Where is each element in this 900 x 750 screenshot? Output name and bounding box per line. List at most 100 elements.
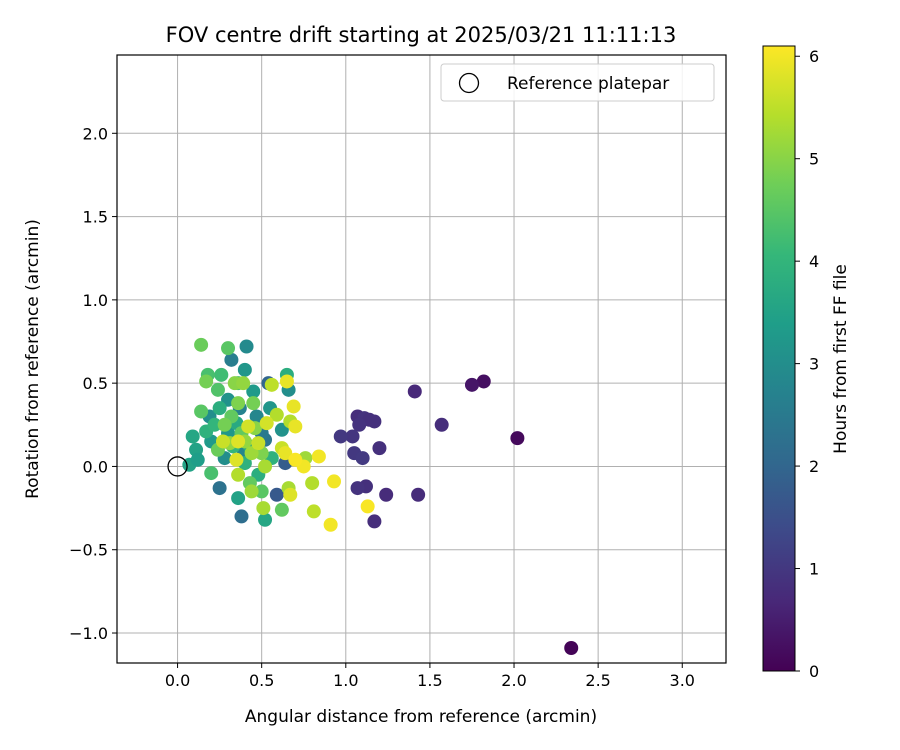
data-point	[241, 419, 256, 434]
data-point	[221, 341, 236, 356]
x-tick-label: 2.0	[501, 671, 526, 690]
data-point	[434, 417, 449, 432]
colorbar-tick-label: 6	[809, 47, 819, 66]
data-point	[464, 377, 479, 392]
y-tick-label: 1.0	[83, 291, 108, 310]
legend-reference-label: Reference platepar	[507, 74, 669, 94]
colorbar-gradient	[762, 45, 796, 672]
data-point	[244, 484, 259, 499]
legend-reference-marker	[458, 72, 480, 94]
y-axis-label: Rotation from reference (arcmin)	[23, 219, 43, 499]
data-point	[204, 466, 219, 481]
data-point	[305, 476, 320, 491]
data-point	[239, 339, 254, 354]
data-point	[286, 399, 301, 414]
data-point	[249, 409, 264, 424]
data-point	[476, 374, 491, 389]
data-point	[367, 414, 382, 429]
x-tick-label: 1.5	[417, 671, 442, 690]
data-point	[288, 452, 303, 467]
data-point	[212, 401, 227, 416]
data-point	[355, 451, 370, 466]
chart-title: FOV centre drift starting at 2025/03/21 …	[166, 23, 677, 47]
colorbar-ticks: 0 1 2 3 4 5 6	[795, 47, 819, 681]
data-point	[231, 434, 246, 449]
data-point	[283, 487, 298, 502]
data-point	[288, 419, 303, 434]
data-point	[323, 517, 338, 532]
data-point	[237, 362, 252, 377]
data-point	[379, 487, 394, 502]
data-point	[212, 481, 227, 496]
reference-platepar-marker	[167, 456, 188, 477]
x-tick-label: 1.0	[333, 671, 358, 690]
data-point	[210, 382, 225, 397]
y-tick-label: −1.0	[69, 624, 108, 643]
colorbar-tick-label: 0	[809, 662, 819, 681]
y-tick-label: 1.5	[83, 208, 108, 227]
data-point	[264, 377, 279, 392]
data-point	[259, 416, 274, 431]
data-point	[185, 429, 200, 444]
data-point	[229, 452, 244, 467]
data-point	[269, 407, 284, 422]
x-tick-label: 3.0	[670, 671, 695, 690]
data-point	[274, 502, 289, 517]
legend-box	[440, 63, 715, 102]
data-point	[254, 484, 269, 499]
colorbar: 0 1 2 3 4 5 6 Hours from first FF file	[762, 45, 851, 681]
colorbar-tick-label: 3	[809, 355, 819, 374]
data-point	[327, 474, 342, 489]
y-tick-label: 0.5	[83, 374, 108, 393]
data-point	[207, 417, 222, 432]
data-point	[279, 374, 294, 389]
axis-ticks: 0.0 0.5 1.0 1.5 2.0 2.5 3.0 −1.0 −0.5 0.0 0.5 1.0 1.…	[69, 124, 695, 690]
data-point	[256, 501, 271, 516]
data-point	[251, 436, 266, 451]
data-point	[306, 504, 321, 519]
data-point	[372, 441, 387, 456]
data-point	[564, 641, 579, 656]
x-tick-label: 0.0	[165, 671, 190, 690]
y-tick-label: 2.0	[83, 124, 108, 143]
data-point	[367, 514, 382, 529]
data-point	[360, 499, 375, 514]
data-point	[224, 352, 239, 367]
data-points	[167, 337, 579, 656]
data-point	[258, 459, 273, 474]
data-point	[214, 367, 229, 382]
colorbar-tick-label: 2	[809, 457, 819, 476]
data-point	[258, 512, 273, 527]
data-point	[215, 434, 230, 449]
grid-lines	[117, 55, 726, 663]
data-point	[217, 417, 232, 432]
data-point	[194, 337, 209, 352]
data-point	[269, 487, 284, 502]
data-point	[231, 396, 246, 411]
colorbar-tick-label: 5	[809, 150, 819, 169]
data-point	[345, 429, 360, 444]
data-point	[236, 376, 251, 391]
x-tick-label: 2.5	[585, 671, 610, 690]
data-point	[350, 481, 365, 496]
data-point	[199, 374, 214, 389]
x-axis-label: Angular distance from reference (arcmin)	[245, 707, 597, 727]
plot-area-frame	[116, 54, 727, 664]
x-tick-label: 0.5	[249, 671, 274, 690]
data-point	[231, 467, 246, 482]
legend: Reference platepar	[440, 63, 715, 102]
colorbar-label: Hours from first FF file	[831, 264, 851, 454]
data-point	[231, 491, 246, 506]
data-point	[510, 431, 525, 446]
data-point	[352, 417, 367, 432]
y-tick-label: 0.0	[83, 457, 108, 476]
data-point	[246, 384, 261, 399]
data-point	[194, 404, 209, 419]
data-point	[190, 452, 205, 467]
data-point	[311, 449, 326, 464]
data-point	[278, 446, 293, 461]
colorbar-tick-label: 1	[809, 560, 819, 579]
data-point	[234, 509, 249, 524]
data-point	[244, 446, 259, 461]
